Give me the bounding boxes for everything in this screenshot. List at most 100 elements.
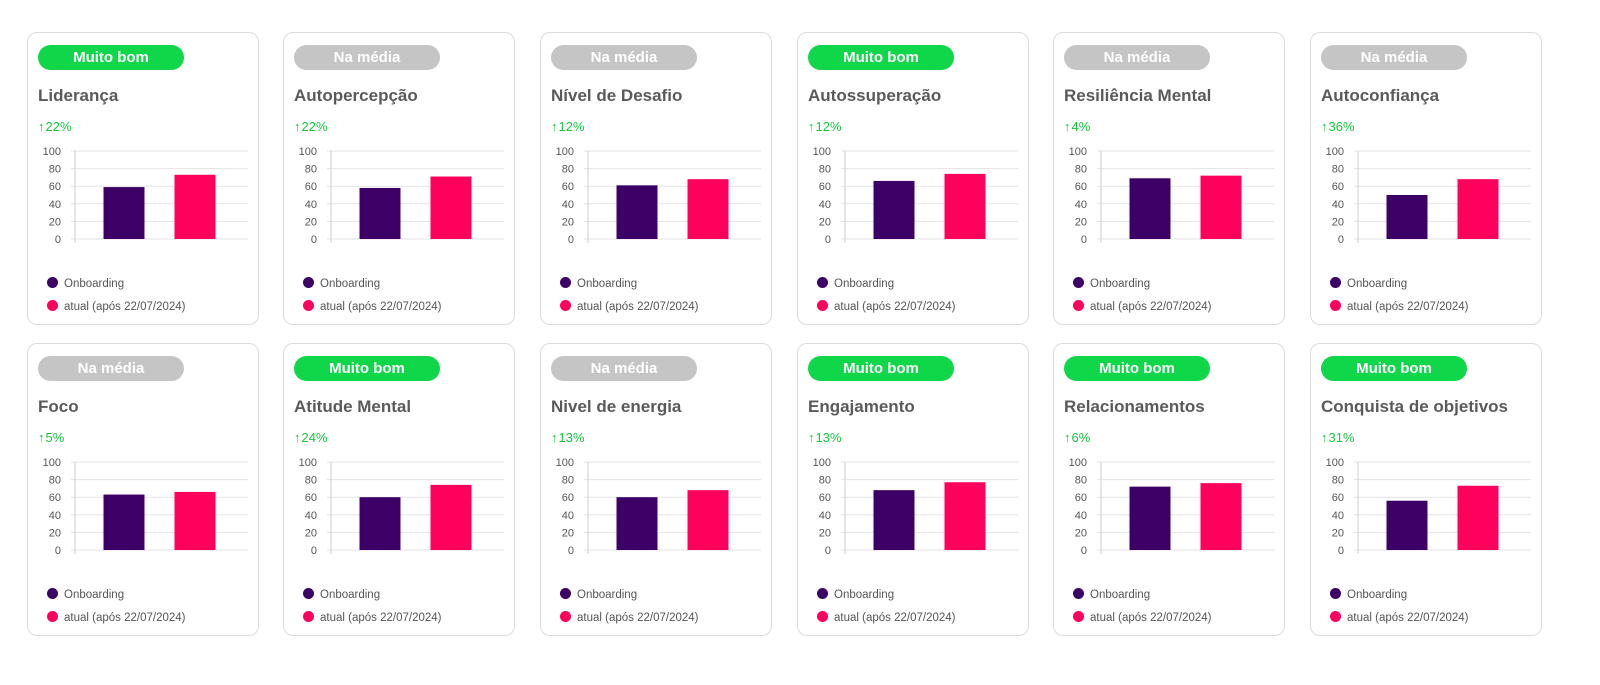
metric-card: Muito bom Autossuperação ↑12% 100 80 60 40 20 0 O… [797, 32, 1029, 325]
y-tick-label: 60 [305, 492, 317, 504]
legend-label: atual (após 22/07/2024) [1090, 301, 1212, 313]
y-tick-label: 60 [1332, 492, 1344, 504]
y-tick-label: 40 [305, 199, 317, 211]
y-tick-label: 20 [1075, 527, 1087, 539]
metric-title: Liderança [38, 86, 119, 105]
metric-card: Na média Autoconfiança ↑36% 100 80 60 40 20 0 Onb… [1310, 32, 1542, 325]
legend-label: atual (após 22/07/2024) [64, 301, 186, 313]
y-tick-label: 0 [1338, 545, 1344, 557]
y-tick-label: 80 [1075, 475, 1087, 487]
y-tick-label: 20 [1332, 216, 1344, 228]
bar-current [687, 179, 729, 239]
legend-label: atual (após 22/07/2024) [834, 612, 956, 624]
bar-current [174, 491, 216, 550]
legend-label: Onboarding [64, 278, 125, 290]
arrow-up-icon: ↑ [1064, 119, 1071, 134]
delta-value: 31% [1328, 430, 1355, 445]
delta-value: 22% [301, 119, 328, 134]
bar-chart: 100 80 60 40 20 0 [1069, 146, 1274, 246]
legend-onboarding: Onboarding [47, 277, 124, 290]
metric-title: Nivel de energia [551, 397, 682, 416]
arrow-up-icon: ↑ [294, 430, 301, 445]
y-tick-label: 40 [819, 510, 831, 522]
arrow-up-icon: ↑ [38, 430, 45, 445]
status-badge: Muito bom [808, 356, 954, 381]
legend-onboarding: Onboarding [817, 277, 894, 290]
legend-current: atual (após 22/07/2024) [1073, 300, 1211, 313]
legend-current: atual (após 22/07/2024) [1073, 611, 1211, 624]
legend-dot-icon [1073, 277, 1084, 288]
metric-title: Atitude Mental [294, 397, 412, 416]
y-tick-label: 100 [813, 457, 831, 469]
legend-dot-icon [560, 300, 571, 311]
delta-indicator: ↑5% [38, 430, 64, 445]
y-tick-label: 40 [1075, 199, 1087, 211]
legend-label: atual (após 22/07/2024) [834, 301, 956, 313]
legend-dot-icon [47, 277, 58, 288]
status-badge: Na média [1321, 45, 1467, 70]
y-tick-label: 0 [55, 234, 61, 246]
delta-value: 13% [815, 430, 842, 445]
delta-value: 12% [815, 119, 842, 134]
arrow-up-icon: ↑ [551, 119, 558, 134]
bar-onboarding [359, 187, 401, 239]
delta-value: 24% [301, 430, 328, 445]
bar-onboarding [873, 180, 915, 239]
y-tick-label: 20 [305, 216, 317, 228]
bar-current [1200, 175, 1242, 239]
y-tick-label: 60 [562, 181, 574, 193]
legend-label: atual (após 22/07/2024) [64, 612, 186, 624]
legend-dot-icon [1073, 588, 1084, 599]
status-badge: Na média [1064, 45, 1210, 70]
delta-indicator: ↑4% [1064, 119, 1090, 134]
legend-onboarding: Onboarding [1330, 588, 1407, 601]
y-tick-label: 0 [311, 545, 317, 557]
y-tick-label: 80 [819, 475, 831, 487]
status-badge: Na média [551, 356, 697, 381]
y-tick-label: 0 [55, 545, 61, 557]
legend-dot-icon [1073, 300, 1084, 311]
status-badge: Muito bom [38, 45, 184, 70]
y-tick-label: 80 [1075, 164, 1087, 176]
y-tick-label: 40 [49, 199, 61, 211]
legend-current: atual (após 22/07/2024) [817, 300, 955, 313]
legend-dot-icon [1330, 277, 1341, 288]
legend-label: Onboarding [1090, 589, 1151, 601]
legend-label: atual (após 22/07/2024) [320, 612, 442, 624]
y-tick-label: 0 [1338, 234, 1344, 246]
y-tick-label: 80 [49, 164, 61, 176]
y-tick-label: 60 [305, 181, 317, 193]
delta-value: 5% [45, 430, 65, 445]
delta-indicator: ↑31% [1321, 430, 1355, 445]
legend-current: atual (após 22/07/2024) [303, 611, 441, 624]
legend-label: atual (após 22/07/2024) [1347, 301, 1469, 313]
arrow-up-icon: ↑ [1321, 119, 1328, 134]
delta-value: 22% [45, 119, 72, 134]
y-tick-label: 80 [305, 164, 317, 176]
legend-current: atual (após 22/07/2024) [303, 300, 441, 313]
status-badge: Muito bom [808, 45, 954, 70]
delta-indicator: ↑13% [808, 430, 842, 445]
legend-onboarding: Onboarding [1073, 277, 1150, 290]
legend-dot-icon [303, 277, 314, 288]
y-tick-label: 60 [49, 181, 61, 193]
metric-card: Muito bom Atitude Mental ↑24% 100 80 60 40 20 0 O… [283, 343, 515, 636]
y-tick-label: 40 [819, 199, 831, 211]
legend-dot-icon [817, 277, 828, 288]
metric-title: Autoconfiança [1321, 86, 1440, 105]
y-tick-label: 60 [562, 492, 574, 504]
y-tick-label: 40 [1075, 510, 1087, 522]
y-tick-label: 60 [1075, 492, 1087, 504]
legend-onboarding: Onboarding [560, 588, 637, 601]
bar-chart: 100 80 60 40 20 0 [299, 457, 504, 557]
y-tick-label: 0 [311, 234, 317, 246]
legend-dot-icon [560, 277, 571, 288]
delta-indicator: ↑13% [551, 430, 585, 445]
bar-chart: 100 80 60 40 20 0 [1069, 457, 1274, 557]
legend-current: atual (após 22/07/2024) [1330, 300, 1468, 313]
legend-onboarding: Onboarding [47, 588, 124, 601]
metric-card: Muito bom Liderança ↑22% 100 80 60 40 20 0 Onboar… [27, 32, 259, 325]
bar-current [1457, 179, 1499, 239]
y-tick-label: 20 [305, 527, 317, 539]
